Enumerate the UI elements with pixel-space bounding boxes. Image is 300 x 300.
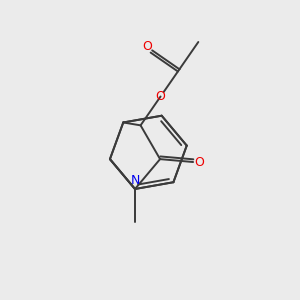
Text: O: O — [142, 40, 152, 53]
Text: O: O — [194, 156, 204, 169]
Text: N: N — [130, 175, 140, 188]
Text: O: O — [156, 90, 166, 103]
